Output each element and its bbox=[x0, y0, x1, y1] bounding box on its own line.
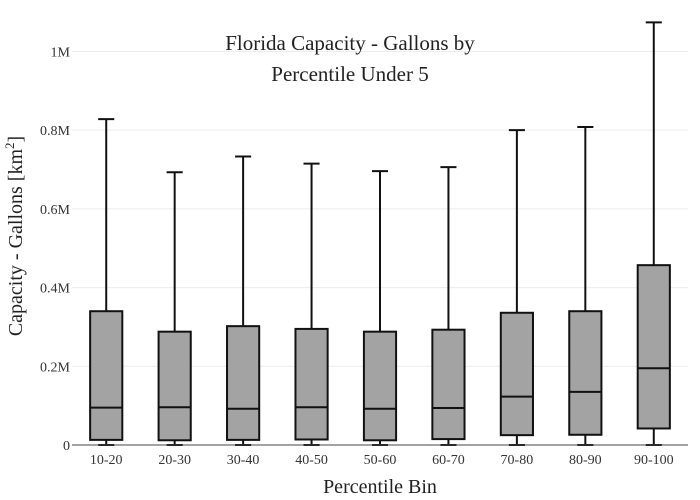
x-tick-label: 80-90 bbox=[569, 453, 602, 468]
boxes bbox=[89, 21, 671, 446]
box-iqr bbox=[499, 311, 534, 437]
y-axis-title: Capacity - Gallons [km2] bbox=[2, 136, 27, 336]
box-iqr bbox=[89, 310, 124, 441]
x-axis-title: Percentile Bin bbox=[323, 476, 437, 498]
box-group bbox=[89, 118, 124, 446]
x-tick-label: 90-100 bbox=[634, 453, 674, 468]
y-tick-label: 1M bbox=[51, 45, 71, 60]
y-tick-label: 0.4M bbox=[40, 282, 71, 297]
box-group bbox=[636, 21, 671, 446]
x-tick-label: 30-40 bbox=[227, 453, 260, 468]
y-tick-label: 0.6M bbox=[40, 203, 71, 218]
box-group bbox=[294, 162, 329, 446]
box-iqr bbox=[226, 325, 261, 441]
x-tick-label: 70-80 bbox=[501, 453, 534, 468]
x-tick-label: 20-30 bbox=[158, 453, 191, 468]
box-iqr bbox=[362, 330, 398, 442]
box-group bbox=[362, 170, 398, 446]
box-iqr bbox=[431, 328, 466, 441]
box-iqr bbox=[568, 310, 603, 436]
box-group bbox=[157, 171, 192, 446]
y-tick-label: 0 bbox=[63, 439, 70, 454]
y-axis-title-main: Capacity - Gallons [km bbox=[5, 149, 27, 337]
x-tick-label: 40-50 bbox=[295, 453, 328, 468]
box-group bbox=[431, 166, 466, 446]
x-tick-label: 50-60 bbox=[364, 453, 397, 468]
box-iqr bbox=[157, 330, 192, 442]
box-group bbox=[226, 155, 261, 446]
box-iqr bbox=[636, 264, 671, 430]
y-axis-title-close: ] bbox=[5, 136, 27, 143]
x-tick-label: 10-20 bbox=[90, 453, 123, 468]
x-tick-labels: 10-20 20-30 30-40 40-50 50-60 60-70 70-80 80-90… bbox=[90, 453, 674, 468]
chart-title-line2: Percentile Under 5 bbox=[271, 62, 428, 86]
box-iqr bbox=[294, 327, 329, 441]
y-tick-label: 0.2M bbox=[40, 360, 71, 375]
box-group bbox=[568, 126, 603, 446]
y-tick-label: 0.8M bbox=[40, 124, 71, 139]
y-axis-title-superscript: 2 bbox=[2, 142, 17, 149]
chart-title-line1: Florida Capacity - Gallons by bbox=[225, 31, 475, 55]
x-tick-label: 60-70 bbox=[432, 453, 465, 468]
y-tick-labels: 0 0.2M 0.4M 0.6M 0.8M 1M bbox=[40, 45, 71, 454]
box-group bbox=[499, 129, 534, 446]
